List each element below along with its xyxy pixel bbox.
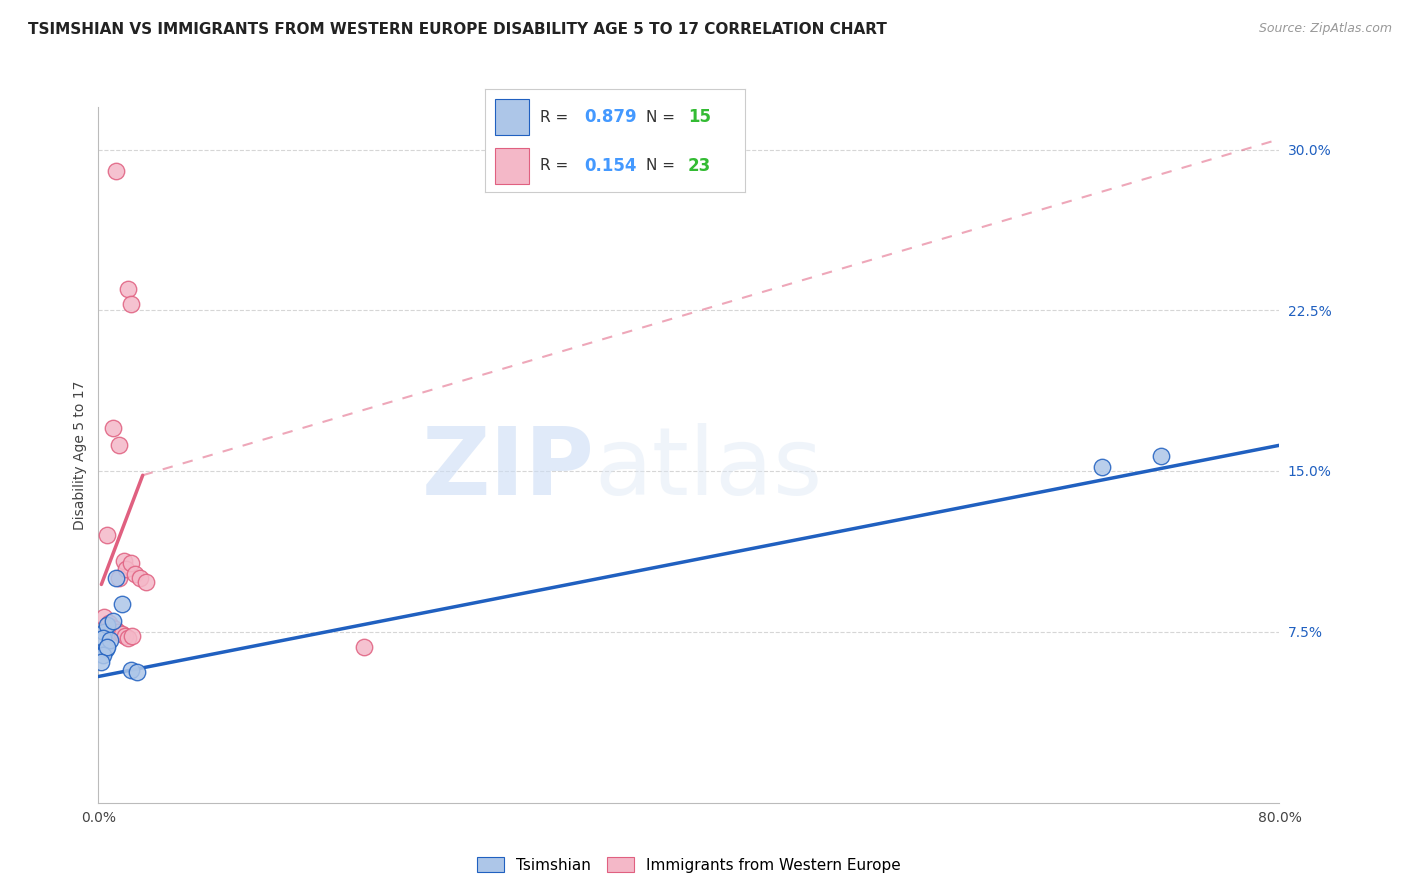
Text: 23: 23	[688, 157, 711, 175]
Point	[120, 297, 142, 311]
Legend: Tsimshian, Immigrants from Western Europe: Tsimshian, Immigrants from Western Europ…	[471, 850, 907, 879]
Point	[112, 554, 135, 568]
Point	[1150, 449, 1173, 463]
Point	[105, 164, 128, 178]
Point	[353, 640, 375, 654]
Y-axis label: Disability Age 5 to 17: Disability Age 5 to 17	[73, 380, 87, 530]
FancyBboxPatch shape	[495, 99, 529, 136]
Point	[90, 655, 112, 669]
Point	[98, 633, 121, 648]
Point	[117, 631, 139, 645]
Text: ZIP: ZIP	[422, 423, 595, 515]
Text: 15: 15	[688, 109, 711, 127]
Point	[111, 626, 134, 640]
Point	[97, 615, 120, 630]
FancyBboxPatch shape	[495, 148, 529, 184]
Point	[120, 663, 142, 677]
Point	[105, 571, 128, 585]
Point	[115, 562, 138, 576]
Point	[93, 609, 115, 624]
Point	[121, 629, 143, 643]
Text: Source: ZipAtlas.com: Source: ZipAtlas.com	[1258, 22, 1392, 36]
Text: TSIMSHIAN VS IMMIGRANTS FROM WESTERN EUROPE DISABILITY AGE 5 TO 17 CORRELATION C: TSIMSHIAN VS IMMIGRANTS FROM WESTERN EUR…	[28, 22, 887, 37]
Text: 0.879: 0.879	[583, 109, 637, 127]
Point	[91, 631, 114, 645]
Point	[93, 624, 115, 639]
Point	[120, 556, 142, 570]
Point	[128, 571, 150, 585]
Point	[117, 282, 139, 296]
Point	[104, 623, 127, 637]
Point	[96, 528, 118, 542]
Text: 0.154: 0.154	[583, 157, 637, 175]
Text: R =: R =	[540, 110, 572, 125]
Point	[108, 438, 131, 452]
Point	[103, 421, 125, 435]
Text: R =: R =	[540, 158, 572, 173]
Point	[124, 566, 146, 581]
Point	[135, 575, 157, 590]
Text: N =: N =	[647, 158, 681, 173]
Text: atlas: atlas	[595, 423, 823, 515]
Point	[111, 597, 134, 611]
Point	[100, 620, 122, 634]
Point	[94, 641, 117, 656]
Point	[1091, 459, 1114, 474]
Point	[107, 624, 129, 639]
Point	[96, 640, 118, 654]
Point	[114, 629, 136, 643]
Point	[125, 665, 148, 680]
Point	[103, 614, 125, 628]
Point	[96, 618, 118, 632]
Point	[108, 571, 131, 585]
Point	[91, 648, 114, 662]
Text: N =: N =	[647, 110, 681, 125]
